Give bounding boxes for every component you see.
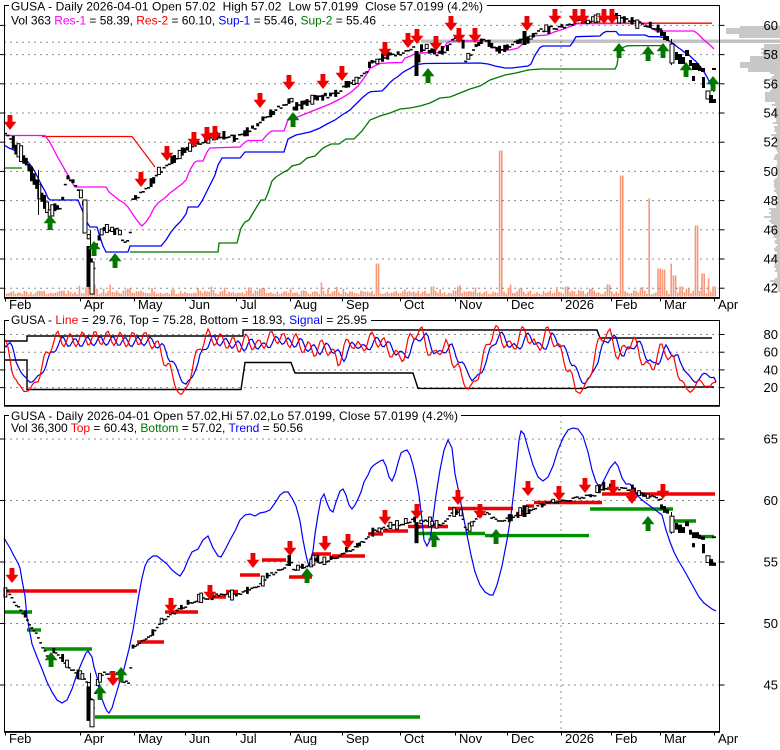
svg-text:Feb: Feb (615, 297, 637, 312)
svg-text:Oct: Oct (404, 297, 425, 312)
svg-text:Vol 36,300 Top = 60.43, Bottom: Vol 36,300 Top = 60.43, Bottom = 57.02, … (11, 421, 303, 435)
svg-text:Feb: Feb (615, 731, 637, 745)
svg-text:54: 54 (764, 106, 778, 121)
svg-text:Oct: Oct (404, 731, 425, 745)
svg-text:52: 52 (764, 135, 778, 150)
svg-text:Jul: Jul (240, 297, 257, 312)
svg-text:Apr: Apr (84, 731, 105, 745)
svg-text:Dec: Dec (511, 731, 535, 745)
svg-text:46: 46 (764, 222, 778, 237)
svg-text:60: 60 (764, 18, 778, 33)
svg-text:Sep: Sep (346, 731, 369, 745)
svg-text:58: 58 (764, 47, 778, 62)
svg-text:Apr: Apr (718, 731, 739, 745)
svg-text:May: May (138, 297, 163, 312)
svg-text:Apr: Apr (718, 297, 739, 312)
svg-text:Sep: Sep (346, 297, 369, 312)
svg-text:55: 55 (764, 555, 778, 570)
svg-text:Jun: Jun (189, 297, 210, 312)
svg-text:Jul: Jul (240, 731, 257, 745)
svg-text:65: 65 (764, 432, 778, 447)
svg-text:45: 45 (764, 678, 778, 693)
svg-text:60: 60 (764, 345, 778, 360)
svg-text:Aug: Aug (294, 297, 317, 312)
svg-text:20: 20 (764, 380, 778, 395)
svg-text:44: 44 (764, 252, 778, 267)
svg-text:GUSA - Line = 29.76, Top = 75.: GUSA - Line = 29.76, Top = 75.28, Bottom… (11, 313, 367, 327)
svg-text:Mar: Mar (664, 297, 687, 312)
svg-text:40: 40 (764, 362, 778, 377)
svg-text:GUSA - Daily 2026-04-01 Open 5: GUSA - Daily 2026-04-01 Open 57.02 High … (11, 0, 483, 14)
svg-text:Vol 363 Res-1 = 58.39, Res-2 =: Vol 363 Res-1 = 58.39, Res-2 = 60.10, Su… (11, 14, 376, 28)
svg-text:Aug: Aug (294, 731, 317, 745)
svg-text:50: 50 (764, 616, 778, 631)
svg-text:Mar: Mar (664, 731, 687, 745)
svg-text:56: 56 (764, 76, 778, 91)
svg-text:Apr: Apr (84, 297, 105, 312)
svg-text:48: 48 (764, 193, 778, 208)
svg-text:Jun: Jun (189, 731, 210, 745)
svg-text:2026: 2026 (565, 731, 594, 745)
svg-text:60: 60 (764, 493, 778, 508)
svg-text:2026: 2026 (565, 297, 594, 312)
svg-text:50: 50 (764, 164, 778, 179)
svg-text:Nov: Nov (459, 731, 483, 745)
svg-text:42: 42 (764, 281, 778, 296)
svg-text:Dec: Dec (511, 297, 535, 312)
svg-text:May: May (138, 731, 163, 745)
svg-text:80: 80 (764, 327, 778, 342)
svg-text:Feb: Feb (9, 731, 31, 745)
svg-text:Nov: Nov (459, 297, 483, 312)
svg-text:Feb: Feb (9, 297, 31, 312)
